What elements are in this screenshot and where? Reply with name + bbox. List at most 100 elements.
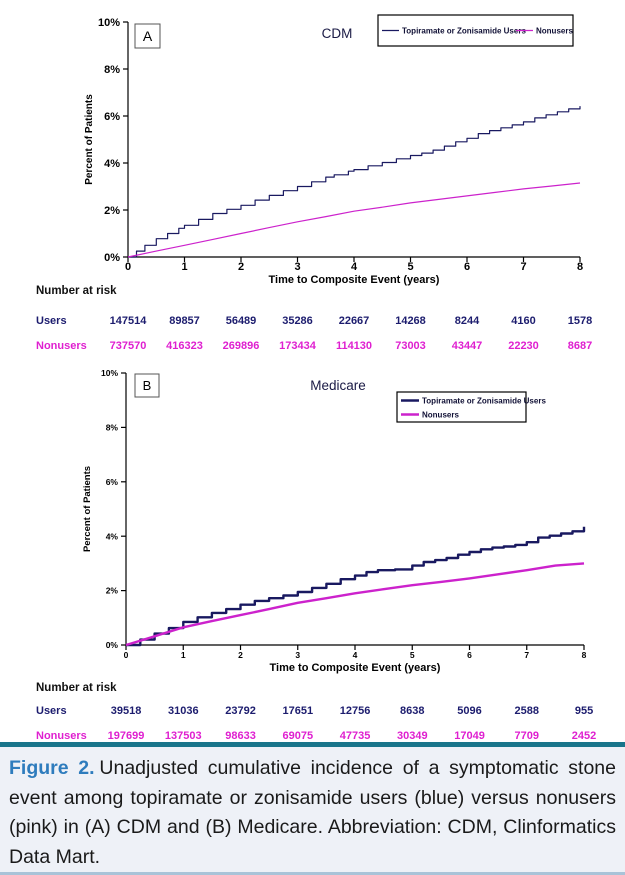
y-tick-label: 2% xyxy=(106,586,119,596)
risk-value: 2452 xyxy=(571,730,597,742)
panel-letter: A xyxy=(143,28,153,44)
risk-value: 416323 xyxy=(166,340,203,352)
risk-row-users: Users 39518 31036 23792 17651 12756 8638 5096 25… xyxy=(0,705,625,719)
legend-label: Nonusers xyxy=(422,410,459,419)
risk-value: 43447 xyxy=(451,340,483,352)
risk-value: 47735 xyxy=(339,730,371,742)
y-tick-label: 10% xyxy=(101,368,118,378)
caption-text: Figure 2. Unadjusted cumulative incidence… xyxy=(0,742,625,875)
risk-value: 8244 xyxy=(454,315,480,327)
chart-panel-a: 0% 2% 4% 6% 8% 10% 0 1 2 3 4 5 6 7 8 Time to Composite … xyxy=(84,14,583,286)
number-at-risk-heading: Number at risk xyxy=(36,682,117,694)
chart-title: Medicare xyxy=(310,378,366,393)
x-tick-label: 6 xyxy=(467,650,472,660)
y-tick-label: 8% xyxy=(104,64,120,76)
x-axis-title: Time to Composite Event (years) xyxy=(269,274,440,286)
risk-row-label: Users xyxy=(36,315,67,327)
risk-value: 8638 xyxy=(400,705,425,717)
risk-value: 56489 xyxy=(225,315,257,327)
x-tick-label: 4 xyxy=(353,650,358,660)
y-axis-title: Percent of Patients xyxy=(82,466,93,552)
risk-row-nonusers: Nonusers 197699 137503 98633 69075 47735 30349… xyxy=(0,730,625,744)
caption-top-rule xyxy=(0,742,625,747)
legend-label: Topiramate or Zonisamide Users xyxy=(402,26,526,35)
risk-value: 22667 xyxy=(338,315,370,327)
x-tick-label: 0 xyxy=(125,261,131,273)
number-at-risk-table-a: Number at risk Users 147514 89857 56489 35286… xyxy=(0,280,625,360)
x-axis-title: Time to Composite Event (years) xyxy=(270,662,441,674)
x-tick-label: 7 xyxy=(520,261,526,273)
risk-value: 269896 xyxy=(222,340,260,352)
risk-value: 173434 xyxy=(279,340,316,352)
panel-letter-box xyxy=(134,23,161,49)
x-tick-label: 6 xyxy=(464,261,470,273)
panel-letter-box xyxy=(134,373,160,398)
risk-value: 14268 xyxy=(395,315,426,327)
risk-row-values: 147514 89857 56489 35286 22667 14268 8244 4160 1… xyxy=(100,315,609,327)
chart-panel-b: 0% 2% 4% 6% 8% 10% 0 1 2 3 4 5 6 7 8 Time to Composite … xyxy=(82,368,587,674)
risk-row-label: Nonusers xyxy=(36,730,87,742)
caption-bottom-rule xyxy=(0,872,625,875)
series-line-nonusers xyxy=(127,182,581,258)
x-tick-label: 1 xyxy=(181,650,186,660)
x-tick-label: 0 xyxy=(124,650,129,660)
risk-value: 2588 xyxy=(514,705,540,717)
x-tick-label: 8 xyxy=(577,261,583,273)
risk-row-values: 197699 137503 98633 69075 47735 30349 17049 770… xyxy=(97,730,612,742)
risk-value: 23792 xyxy=(225,705,256,717)
y-tick-label: 6% xyxy=(106,477,119,487)
risk-value: 5096 xyxy=(457,705,482,717)
risk-value: 7709 xyxy=(514,730,540,742)
risk-row-label: Users xyxy=(36,705,67,717)
caption-label: Figure 2. xyxy=(9,757,95,779)
number-at-risk-heading: Number at risk xyxy=(36,285,117,297)
risk-value: 955 xyxy=(574,705,594,717)
risk-value: 1578 xyxy=(567,315,593,327)
legend-label: Nonusers xyxy=(536,26,573,35)
x-tick-label: 4 xyxy=(351,261,358,273)
panel-letter: B xyxy=(143,378,152,393)
x-tick-label: 8 xyxy=(582,650,587,660)
risk-row-values: 737570 416323 269896 173434 114130 73003 43447… xyxy=(100,340,609,352)
series-line-nonusers xyxy=(125,562,585,647)
risk-value: 30349 xyxy=(396,730,428,742)
y-tick-label: 10% xyxy=(98,17,120,29)
x-tick-label: 5 xyxy=(407,261,413,273)
x-tick-label: 3 xyxy=(294,261,300,273)
y-tick-label: 2% xyxy=(104,205,120,217)
y-tick-label: 0% xyxy=(106,640,119,650)
risk-value: 39518 xyxy=(110,705,142,717)
x-tick-label: 7 xyxy=(524,650,529,660)
series-line-users xyxy=(128,106,581,258)
risk-value: 4160 xyxy=(511,315,536,327)
number-at-risk-table-b: Number at risk Users 39518 31036 23792 17651 1… xyxy=(0,675,625,742)
risk-row-users: Users 147514 89857 56489 35286 22667 14268 8244… xyxy=(0,315,625,329)
x-tick-label: 3 xyxy=(295,650,300,660)
risk-row-label: Nonusers xyxy=(36,340,87,352)
risk-value: 8687 xyxy=(567,340,593,352)
x-tick-label: 1 xyxy=(181,261,187,273)
y-tick-label: 6% xyxy=(104,111,120,123)
series-line-users xyxy=(126,526,586,647)
risk-value: 147514 xyxy=(109,315,147,327)
legend-box xyxy=(396,391,527,423)
y-tick-label: 4% xyxy=(104,158,120,170)
legend-label: Topiramate or Zonisamide Users xyxy=(422,396,546,405)
risk-value: 89857 xyxy=(169,315,200,327)
risk-value: 69075 xyxy=(282,730,314,742)
y-tick-label: 0% xyxy=(104,252,120,264)
x-tick-label: 2 xyxy=(238,650,243,660)
risk-value: 22230 xyxy=(508,340,539,352)
y-tick-label: 4% xyxy=(106,531,119,541)
risk-value: 12756 xyxy=(339,705,371,717)
risk-value: 114130 xyxy=(335,340,373,352)
risk-row-values: 39518 31036 23792 17651 12756 8638 5096 2588 955 xyxy=(97,705,612,717)
risk-value: 737570 xyxy=(109,340,147,352)
y-axis-title: Percent of Patients xyxy=(84,94,95,185)
risk-value: 31036 xyxy=(167,705,199,717)
x-tick-label: 5 xyxy=(410,650,415,660)
risk-value: 17651 xyxy=(282,705,314,717)
chart-title: CDM xyxy=(322,26,353,41)
risk-value: 73003 xyxy=(395,340,426,352)
risk-value: 98633 xyxy=(225,730,256,742)
